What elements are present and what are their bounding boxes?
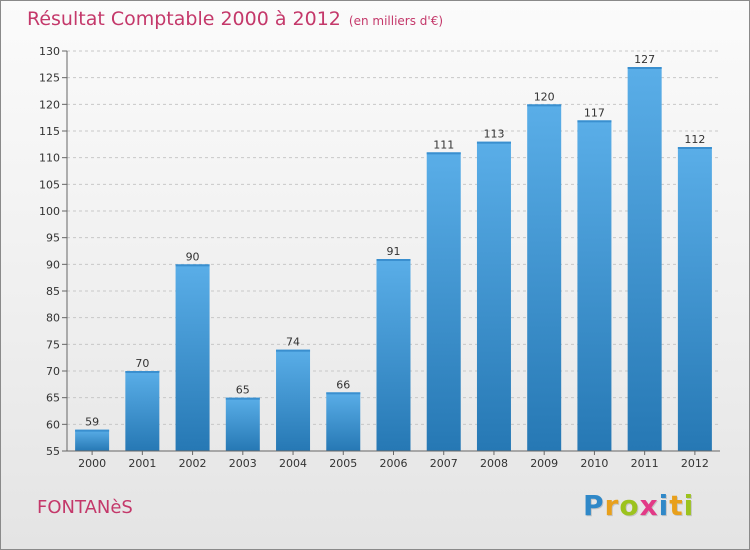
x-tick-label: 2007: [430, 457, 458, 470]
bar: [426, 152, 461, 452]
bar: [125, 371, 160, 451]
y-tick-label: 60: [46, 418, 60, 431]
x-tick-label: 2005: [329, 457, 357, 470]
x-tick-label: 2011: [631, 457, 659, 470]
x-tick-label: 2002: [179, 457, 207, 470]
x-tick-label: 2010: [580, 457, 608, 470]
bar-value-label: 65: [236, 384, 250, 397]
bar: [476, 141, 511, 451]
chart-title-text: Résultat Comptable 2000 à 2012: [27, 8, 341, 30]
bar: [527, 104, 562, 451]
bar-value-label: 117: [584, 106, 605, 119]
bar: [175, 264, 210, 451]
bar-value-label: 59: [85, 416, 99, 429]
x-tick-label: 2009: [530, 457, 558, 470]
y-tick-label: 95: [46, 232, 60, 245]
bar-top-edge: [276, 349, 311, 352]
bar-top-edge: [326, 392, 361, 395]
logo-letter: i: [683, 489, 695, 522]
bar: [376, 259, 411, 451]
y-tick-label: 55: [46, 445, 60, 458]
bar-top-edge: [426, 152, 461, 155]
proxiti-logo: Proxiti: [583, 489, 694, 522]
bar-value-label: 74: [286, 336, 300, 349]
y-tick-label: 115: [39, 125, 60, 138]
logo-letter: x: [639, 489, 659, 522]
logo-letter: i: [658, 489, 670, 522]
bars: 59 70 90 65 74 66 91 111 113 120 117 127 112: [75, 53, 712, 452]
y-tick-label: 130: [39, 45, 60, 58]
bar-value-label: 91: [387, 245, 401, 258]
y-tick-label: 80: [46, 312, 60, 325]
y-tick-label: 65: [46, 392, 60, 405]
x-tick-label: 2008: [480, 457, 508, 470]
x-tick-label: 2000: [78, 457, 106, 470]
x-axis: 2000 2001 2002 2003 2004 2005 2006 2007 2008 2009…: [67, 450, 720, 470]
bar-value-label: 66: [336, 378, 350, 391]
bar: [276, 349, 311, 451]
x-tick-label: 2001: [128, 457, 156, 470]
y-tick-label: 90: [46, 258, 60, 271]
logo-letter: P: [583, 489, 605, 522]
y-tick-label: 125: [39, 72, 60, 85]
commune-name: FONTANèS: [37, 497, 133, 518]
y-tick-label: 120: [39, 98, 60, 111]
x-tick-label: 2003: [229, 457, 257, 470]
bar-top-edge: [175, 264, 210, 267]
bar-top-edge: [677, 147, 712, 149]
bar-value-label: 127: [634, 53, 655, 66]
logo-letter: o: [619, 489, 640, 522]
bar-value-label: 113: [483, 128, 504, 141]
bar-top-edge: [527, 104, 562, 107]
bar: [577, 120, 612, 451]
y-tick-label: 85: [46, 285, 60, 298]
bar-top-edge: [225, 397, 260, 400]
bar: [326, 392, 361, 451]
bar-top-edge: [627, 67, 662, 69]
bar-value-label: 112: [684, 133, 705, 146]
x-tick-label: 2006: [380, 457, 408, 470]
y-tick-label: 105: [39, 178, 60, 191]
bar-top-edge: [577, 120, 612, 123]
bar: [225, 397, 260, 451]
y-tick-label: 70: [46, 365, 60, 378]
bar-value-label: 70: [135, 357, 149, 370]
chart-title: Résultat Comptable 2000 à 2012 (en millie…: [27, 8, 443, 30]
y-axis: 55 60 65 70 75 80 85 90 95 100 105 110 115 120 125 130: [39, 45, 68, 458]
x-tick-label: 2012: [681, 457, 709, 470]
bar-top-edge: [476, 141, 511, 144]
y-tick-label: 110: [39, 152, 60, 165]
y-tick-label: 100: [39, 205, 60, 218]
bar-value-label: 120: [534, 90, 555, 103]
bar-top-edge: [125, 371, 160, 373]
chart-unit-label: (en milliers d'€): [348, 14, 444, 28]
bar-top-edge: [376, 259, 411, 261]
bar: [627, 67, 662, 451]
bar-value-label: 90: [186, 250, 200, 263]
bar: [75, 429, 110, 451]
bar: [677, 147, 712, 451]
x-tick-label: 2004: [279, 457, 307, 470]
bar-value-label: 111: [433, 138, 454, 151]
bar-top-edge: [75, 429, 110, 432]
logo-letter: t: [669, 489, 684, 522]
logo-letter: r: [604, 489, 620, 522]
y-tick-label: 75: [46, 338, 60, 351]
